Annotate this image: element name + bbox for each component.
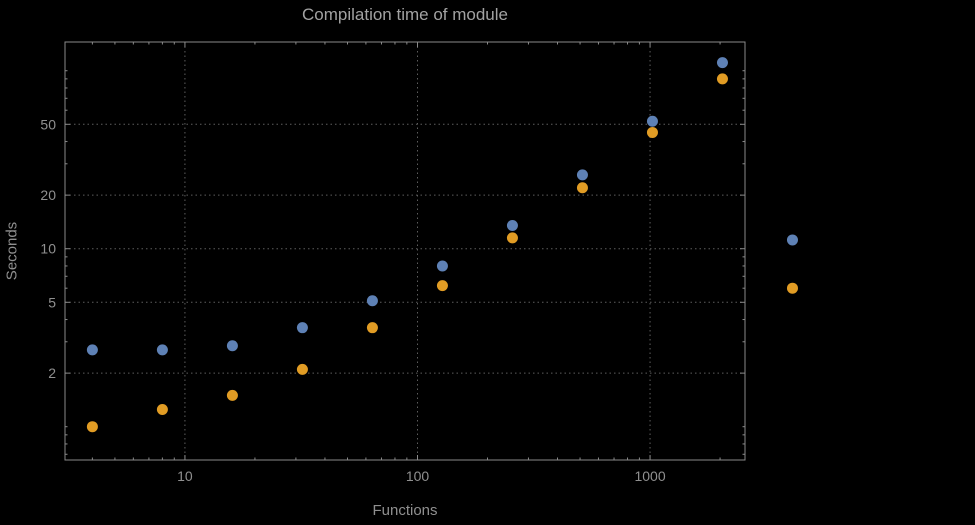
data-point-series-2: [506, 232, 518, 244]
data-point-series-2: [226, 389, 238, 401]
data-point-series-1: [86, 344, 98, 356]
data-point-series-1: [786, 234, 798, 246]
data-point-series-1: [506, 220, 518, 232]
x-axis-label: Functions: [372, 502, 438, 519]
chart-title: Compilation time of module: [302, 5, 508, 24]
data-point-series-2: [296, 363, 308, 375]
data-point-series-2: [646, 126, 658, 138]
data-point-series-1: [156, 344, 168, 356]
y-tick-label: 2: [48, 365, 56, 381]
y-tick-label: 10: [40, 241, 56, 257]
y-tick-label: 20: [40, 187, 56, 203]
data-point-series-1: [716, 57, 728, 69]
data-point-series-1: [226, 340, 238, 352]
x-tick-label: 10: [177, 468, 193, 484]
y-axis-label: Seconds: [3, 221, 21, 281]
y-tick-label: 50: [40, 116, 56, 132]
data-point-series-2: [156, 403, 168, 415]
data-point-series-1: [436, 260, 448, 272]
data-point-series-1: [366, 295, 378, 307]
x-tick-label: 1000: [634, 468, 665, 484]
data-point-series-2: [86, 421, 98, 433]
data-point-series-1: [296, 322, 308, 334]
x-tick-label: 100: [406, 468, 430, 484]
data-point-series-2: [576, 182, 588, 194]
y-tick-label: 5: [48, 294, 56, 310]
data-point-series-2: [366, 322, 378, 334]
data-point-series-1: [646, 115, 658, 127]
data-point-series-2: [436, 280, 448, 292]
data-point-series-2: [786, 282, 798, 294]
data-point-series-1: [576, 169, 588, 181]
plot-frame: [64, 41, 746, 461]
data-point-series-2: [716, 73, 728, 85]
